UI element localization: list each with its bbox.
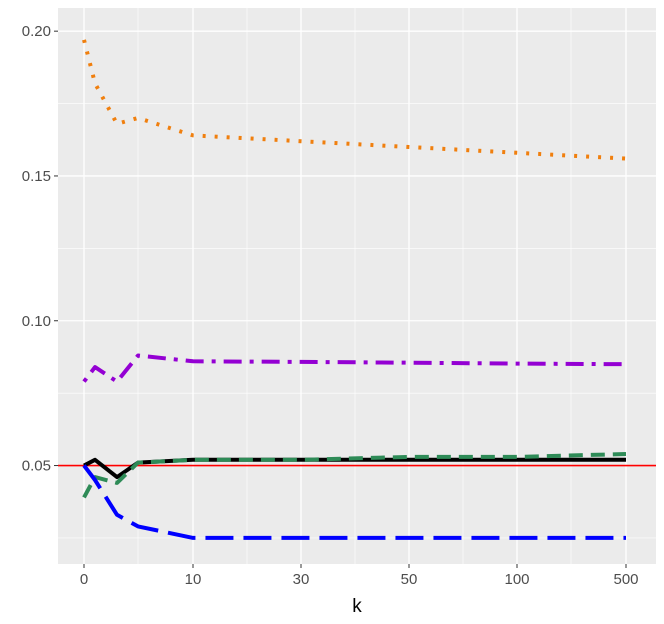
x-axis: 0 10 30 50 100 500 xyxy=(80,564,639,588)
series-line-dotdash xyxy=(82,353,627,384)
panel-background xyxy=(58,8,656,564)
major-gridlines xyxy=(58,8,656,564)
y-tick-label: 0.05 xyxy=(22,458,51,475)
x-axis-title: k xyxy=(352,596,362,617)
x-tick-label: 30 xyxy=(293,571,310,588)
series-line-dotted xyxy=(82,39,627,161)
x-tick-label: 0 xyxy=(80,571,88,588)
series-layer xyxy=(82,39,627,540)
x-tick-label: 100 xyxy=(504,571,529,588)
y-axis: 0.05 0.10 0.15 0.20 xyxy=(22,23,58,475)
y-tick-label: 0.20 xyxy=(22,23,51,40)
series-line-solid xyxy=(83,457,626,480)
x-tick-label: 500 xyxy=(613,571,638,588)
series-line-dashed xyxy=(82,452,627,499)
x-tick-label: 10 xyxy=(185,571,202,588)
x-tick-label: 50 xyxy=(401,571,418,588)
y-tick-label: 0.15 xyxy=(22,168,51,185)
y-tick-label: 0.10 xyxy=(22,313,51,330)
series-line-longdash xyxy=(82,464,626,540)
